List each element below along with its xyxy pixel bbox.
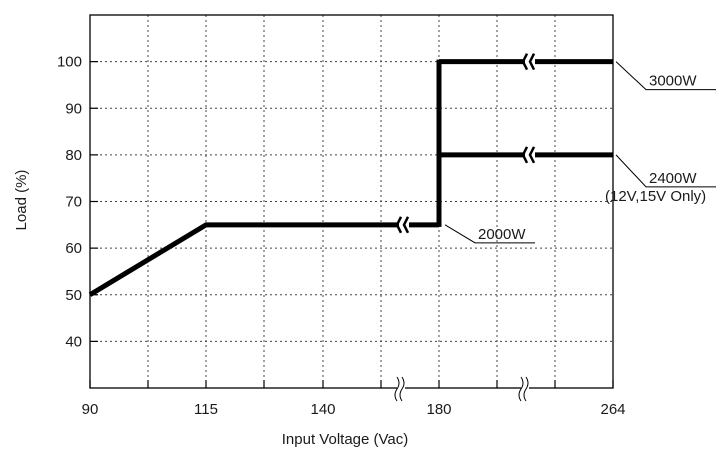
series-2400w-callout-leader (615, 154, 716, 188)
axis-break-marks (394, 376, 529, 402)
y-tick-label: 60 (65, 240, 82, 257)
y-tick-label: 50 (65, 287, 82, 304)
series-3000w-callout-label: 3000W (649, 73, 697, 90)
series-line-2000w (88, 222, 439, 297)
axis-break-gap (521, 376, 529, 392)
axis-break-mark (518, 376, 524, 402)
y-tick-label: 80 (65, 147, 82, 164)
tick-labels: 40 50 60 70 80 90 100 90 115 140 180 264 (57, 54, 626, 418)
series-break-mark (402, 216, 410, 234)
series-break-mark (395, 216, 403, 234)
series-break-mark (521, 53, 529, 71)
x-tick-label: 115 (194, 401, 218, 418)
x-tick-label: 180 (426, 401, 451, 418)
series-break-mark (521, 146, 529, 164)
series-break-mark (528, 53, 536, 71)
series-break-mark (528, 146, 536, 164)
axis-break-mark (399, 376, 405, 402)
series-2000w-callout-label: 2000W (478, 226, 526, 243)
series-callouts: 2000W 2400W(12V,15V Only) 3000W (444, 61, 716, 244)
series-2000w-callout-leader (444, 224, 535, 244)
axis-break-mark (523, 376, 529, 402)
x-axis-label: Input Voltage (Vac) (282, 431, 408, 448)
axis-break-gap (397, 376, 405, 392)
y-tick-label: 100 (57, 54, 82, 71)
x-tick-label: 140 (310, 401, 335, 418)
x-tick-label: 264 (600, 401, 625, 418)
grid-lines (90, 15, 613, 388)
y-tick-label: 90 (65, 100, 82, 117)
series-2400w-callout-label: 2400W (649, 170, 697, 187)
y-tick-label: 40 (65, 333, 82, 350)
x-tick-label: 90 (82, 401, 99, 418)
y-tick-label: 70 (65, 194, 82, 211)
y-axis-label: Load (%) (13, 170, 30, 231)
series-2400w-note: (12V,15V Only) (605, 188, 706, 205)
series-3000w-callout-leader (615, 61, 716, 91)
series-lines (88, 53, 613, 297)
axis-break-mark (394, 376, 400, 402)
